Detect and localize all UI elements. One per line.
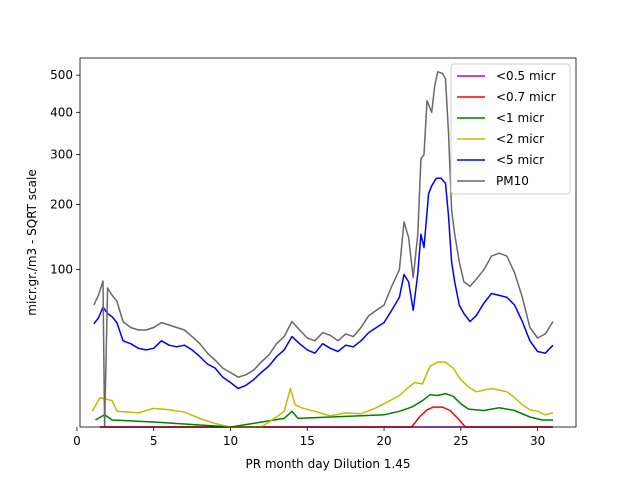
series-line-4 [93,177,554,390]
plot-frame [79,57,577,428]
legend-label: <0.7 micr [496,90,556,104]
y-tick-label: 200 [50,197,73,211]
x-axis-label: PR month day Dilution 1.45 [245,457,410,471]
y-tick-label: 300 [50,147,73,161]
legend-label: <1 micr [496,111,544,125]
legend-label: <2 micr [496,132,544,146]
series-line-5 [93,70,554,428]
series-line-3 [91,361,554,428]
x-tick-label: 20 [376,434,391,448]
x-tick-label: 0 [73,434,81,448]
y-tick-label: 100 [50,263,73,277]
ticks-layer: 0 5 10 15 20 25 30 100 200 300 400 500 [50,68,545,448]
y-tick-label: 400 [50,105,73,119]
y-axis-label: micr.gr./m3 - SQRT scale [25,169,39,315]
series-line-1 [100,406,553,428]
x-tick-label: 5 [150,434,158,448]
legend: <0.5 micr <0.7 micr <1 micr <2 micr <5 micr P… [450,63,571,195]
legend-label: PM10 [496,174,529,188]
legend-label: <0.5 micr [496,69,556,83]
x-tick-label: 10 [223,434,238,448]
legend-label: <5 micr [496,153,544,167]
x-tick-label: 25 [453,434,468,448]
y-tick-label: 500 [50,68,73,82]
series-line-2 [95,392,553,428]
x-tick-label: 15 [300,434,315,448]
x-tick-label: 30 [530,434,545,448]
